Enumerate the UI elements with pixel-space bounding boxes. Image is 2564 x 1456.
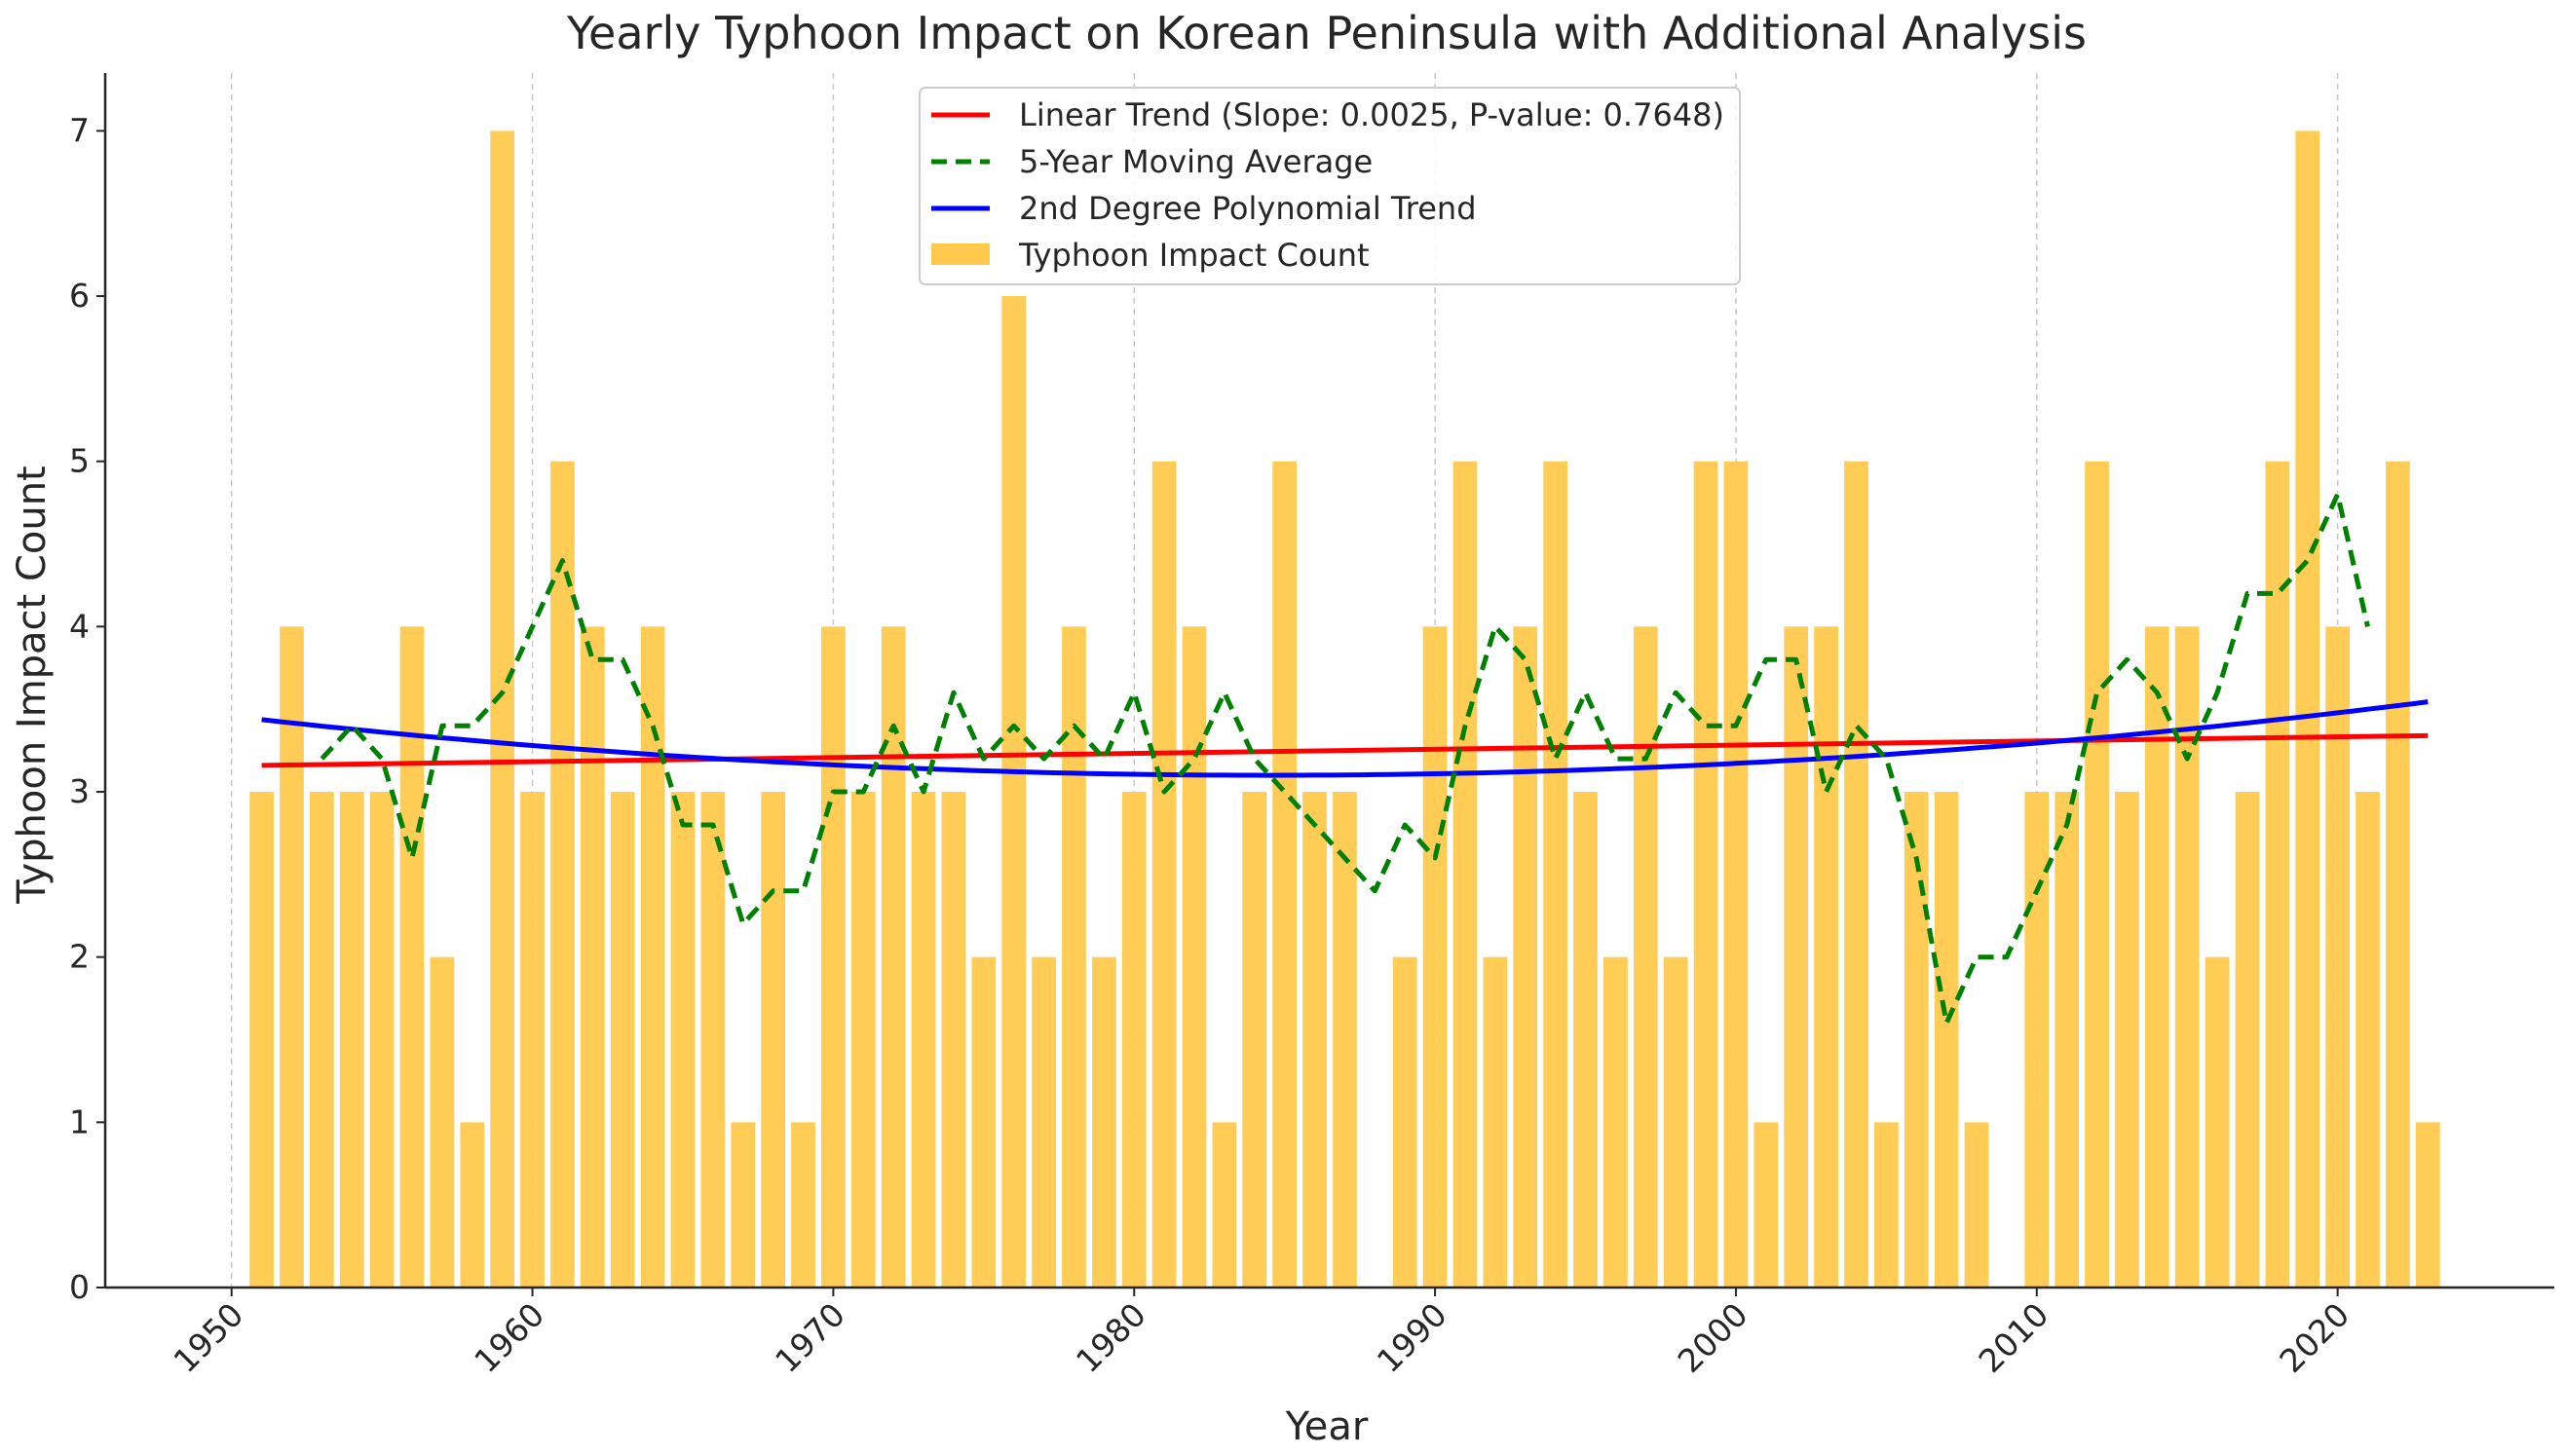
bar-2012 [2085, 461, 2109, 1288]
axes-layer [103, 73, 2554, 1289]
legend-moving-average-label: 5-Year Moving Average [1019, 143, 1373, 180]
moving-average-line [320, 492, 2370, 1026]
bar-2000 [1723, 461, 1749, 1288]
bar-2021 [2356, 792, 2380, 1288]
bar-1960 [520, 792, 545, 1288]
bar-1990 [1422, 626, 1448, 1288]
bar-2011 [2055, 792, 2080, 1288]
bar-1986 [1302, 792, 1327, 1288]
bar-1977 [1032, 956, 1056, 1288]
bar-1975 [971, 956, 997, 1288]
bar-1995 [1573, 792, 1598, 1288]
y-tick-label: 7 [69, 111, 90, 149]
bar-1993 [1513, 626, 1538, 1288]
bar-2003 [1814, 626, 1838, 1288]
y-tick-label: 4 [69, 607, 90, 645]
bar-2016 [2205, 956, 2230, 1288]
bar-1984 [1242, 792, 1267, 1288]
bar-1991 [1452, 461, 1478, 1288]
bar-1983 [1212, 1122, 1237, 1288]
bar-1981 [1151, 461, 1177, 1288]
bar-1959 [490, 131, 515, 1288]
bar-1951 [249, 792, 274, 1288]
bar-1964 [640, 626, 665, 1288]
y-tick-label: 1 [69, 1102, 90, 1140]
bar-2015 [2174, 626, 2200, 1288]
bar-2020 [2325, 626, 2350, 1288]
bar-1979 [1092, 956, 1116, 1288]
bar-2005 [1874, 1122, 1899, 1288]
bar-1970 [821, 626, 846, 1288]
bar-1962 [580, 626, 605, 1288]
bar-1955 [369, 792, 395, 1288]
bar-1963 [610, 792, 635, 1288]
bar-1967 [731, 1122, 756, 1288]
legend-polynomial-label: 2nd Degree Polynomial Trend [1019, 190, 1477, 227]
bar-1989 [1392, 956, 1417, 1288]
lines-layer [261, 492, 2429, 1026]
bar-1985 [1272, 461, 1298, 1288]
bar-1999 [1693, 461, 1718, 1288]
polynomial-trend-curve [261, 699, 2429, 778]
bar-1998 [1663, 956, 1688, 1288]
legend-linear-label: Linear Trend (Slope: 0.0025, P-value: 0.… [1019, 96, 1724, 133]
bar-2023 [2415, 1122, 2440, 1288]
y-tick-label: 2 [69, 938, 90, 976]
bar-1956 [399, 626, 425, 1288]
y-tick-label: 3 [69, 772, 90, 810]
bar-1965 [670, 792, 696, 1288]
y-axis-label: Typhoon Impact Count [10, 466, 55, 904]
bar-1987 [1333, 792, 1357, 1288]
bar-1966 [700, 792, 726, 1288]
bar-1996 [1603, 956, 1628, 1288]
bar-2002 [1784, 626, 1809, 1288]
bar-2013 [2115, 792, 2139, 1288]
bar-1971 [850, 792, 876, 1288]
bar-1992 [1483, 956, 1508, 1288]
bar-1968 [761, 792, 785, 1288]
bar-1958 [460, 1122, 485, 1288]
bar-1957 [430, 956, 455, 1288]
bar-1982 [1182, 626, 1207, 1288]
bar-2019 [2295, 131, 2320, 1288]
y-tick-label: 5 [69, 442, 90, 480]
bar-2022 [2386, 461, 2410, 1288]
bar-1973 [911, 792, 936, 1288]
bar-2008 [1964, 1122, 1989, 1288]
bar-2001 [1753, 1122, 1779, 1288]
legend: Linear Trend (Slope: 0.0025, P-value: 0.… [919, 87, 1741, 285]
bar-1953 [310, 792, 334, 1288]
chart-title: Yearly Typhoon Impact on Korean Peninsul… [566, 7, 2087, 59]
bar-1974 [941, 792, 966, 1288]
legend-bar-label: Typhoon Impact Count [1018, 237, 1370, 274]
bar-1952 [280, 626, 304, 1288]
bar-2018 [2265, 461, 2290, 1288]
y-tick-label: 6 [69, 277, 90, 315]
bar-1997 [1633, 626, 1658, 1288]
legend-bar-swatch [931, 243, 990, 265]
bar-1961 [550, 461, 575, 1288]
bar-2004 [1844, 461, 1868, 1288]
bar-1980 [1121, 792, 1147, 1288]
bar-2010 [2024, 792, 2050, 1288]
bar-2006 [1904, 792, 1929, 1288]
x-axis-label: Year [1285, 1404, 1369, 1449]
bar-1972 [881, 626, 906, 1288]
bar-2007 [1934, 792, 1959, 1288]
bar-1994 [1543, 461, 1567, 1288]
bar-1976 [1001, 296, 1027, 1288]
legend-box [919, 87, 1741, 285]
bar-2014 [2144, 626, 2169, 1288]
y-tick-label: 0 [69, 1268, 90, 1306]
bar-1969 [791, 1122, 815, 1288]
bar-1954 [339, 792, 364, 1288]
bar-2017 [2235, 792, 2260, 1288]
